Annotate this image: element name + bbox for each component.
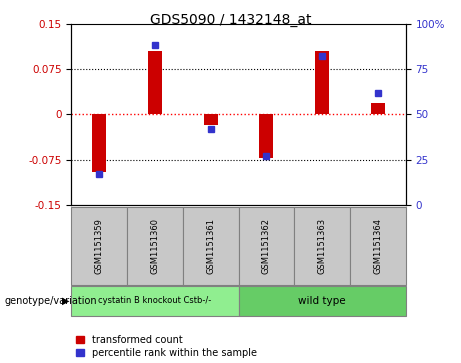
Bar [204,114,218,125]
Text: ▶: ▶ [62,296,69,306]
Bar [183,207,238,285]
Text: GSM1151364: GSM1151364 [373,218,382,274]
Bar [92,114,106,172]
Legend: transformed count, percentile rank within the sample: transformed count, percentile rank withi… [77,335,257,358]
Text: GSM1151360: GSM1151360 [150,218,160,274]
Bar [148,51,162,114]
Text: GSM1151361: GSM1151361 [206,218,215,274]
Bar [71,286,239,316]
Text: wild type: wild type [298,296,346,306]
Bar [315,51,329,114]
Bar [239,207,294,285]
Text: GDS5090 / 1432148_at: GDS5090 / 1432148_at [150,13,311,27]
Text: GSM1151363: GSM1151363 [318,218,327,274]
Bar [239,286,406,316]
Bar [71,207,127,285]
Bar [371,103,385,114]
Bar [294,207,350,285]
Text: GSM1151362: GSM1151362 [262,218,271,274]
Bar [260,114,273,158]
Bar [350,207,406,285]
Text: GSM1151359: GSM1151359 [95,218,104,274]
Text: cystatin B knockout Cstb-/-: cystatin B knockout Cstb-/- [98,297,212,305]
Bar [127,207,183,285]
Text: genotype/variation: genotype/variation [5,296,97,306]
